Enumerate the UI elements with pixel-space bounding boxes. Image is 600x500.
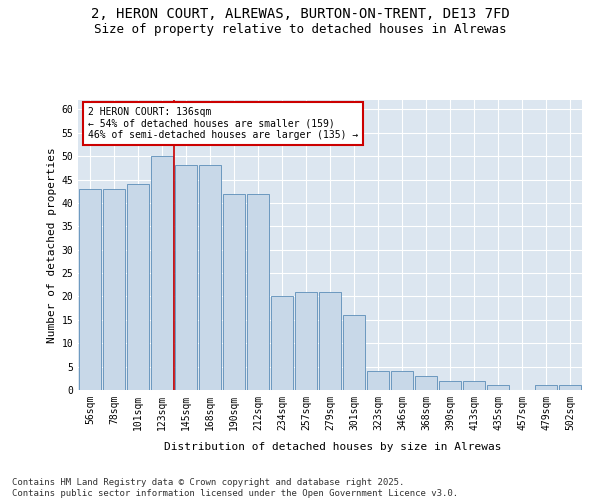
Text: 2, HERON COURT, ALREWAS, BURTON-ON-TRENT, DE13 7FD: 2, HERON COURT, ALREWAS, BURTON-ON-TRENT…	[91, 8, 509, 22]
Text: 2 HERON COURT: 136sqm
← 54% of detached houses are smaller (159)
46% of semi-det: 2 HERON COURT: 136sqm ← 54% of detached …	[88, 108, 358, 140]
Bar	[271, 296, 293, 390]
Bar	[103, 189, 125, 390]
Bar	[487, 386, 509, 390]
Bar	[439, 380, 461, 390]
Bar	[223, 194, 245, 390]
Bar	[391, 372, 413, 390]
Bar	[127, 184, 149, 390]
Bar	[247, 194, 269, 390]
Bar	[559, 386, 581, 390]
Bar	[535, 386, 557, 390]
Bar	[79, 189, 101, 390]
Bar	[199, 166, 221, 390]
Text: Contains HM Land Registry data © Crown copyright and database right 2025.
Contai: Contains HM Land Registry data © Crown c…	[12, 478, 458, 498]
Y-axis label: Number of detached properties: Number of detached properties	[47, 147, 57, 343]
Bar	[367, 372, 389, 390]
Bar	[175, 166, 197, 390]
Bar	[343, 315, 365, 390]
Bar	[319, 292, 341, 390]
Text: Distribution of detached houses by size in Alrewas: Distribution of detached houses by size …	[164, 442, 502, 452]
Bar	[151, 156, 173, 390]
Bar	[295, 292, 317, 390]
Bar	[415, 376, 437, 390]
Text: Size of property relative to detached houses in Alrewas: Size of property relative to detached ho…	[94, 22, 506, 36]
Bar	[463, 380, 485, 390]
